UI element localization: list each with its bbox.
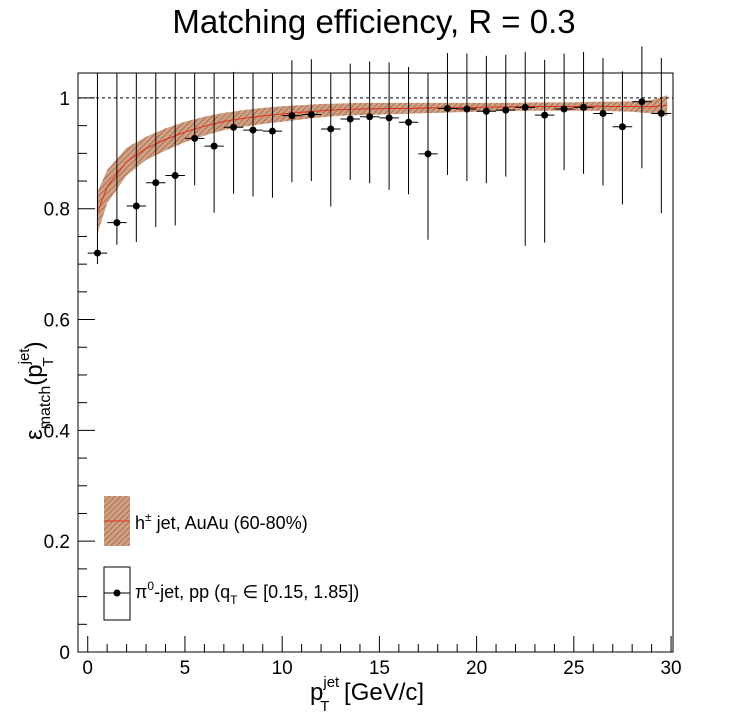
data-point-group xyxy=(321,73,341,207)
x-tick-label: 0 xyxy=(82,658,93,679)
data-point-group xyxy=(593,58,613,186)
data-point-group xyxy=(457,53,477,182)
data-point xyxy=(152,179,160,187)
chart-title: Matching efficiency, R = 0.3 xyxy=(172,3,575,40)
data-point xyxy=(171,172,179,180)
data-point-group xyxy=(496,54,516,177)
data-point xyxy=(249,126,257,134)
data-point xyxy=(327,125,335,133)
y-tick-label: 0.6 xyxy=(44,311,70,332)
y-axis: 0 0.2 0.4 0.6 0.8 1 xyxy=(44,89,95,664)
x-tick-label: 20 xyxy=(466,658,487,679)
data-point-group xyxy=(126,73,147,242)
y-tick-label: 0.4 xyxy=(44,421,71,442)
data-point-group xyxy=(340,63,360,180)
data-point-group xyxy=(359,61,380,184)
data-point xyxy=(113,219,121,227)
data-point xyxy=(288,112,296,120)
data-point-group xyxy=(418,73,438,240)
data-point-group xyxy=(87,73,108,265)
data-point-group xyxy=(184,73,205,186)
data-point-group xyxy=(554,53,574,170)
x-axis: 0 5 10 15 20 25 30 xyxy=(82,636,682,679)
y-tick-label: 1 xyxy=(59,89,70,110)
data-point-group xyxy=(573,51,594,174)
data-point-group xyxy=(107,73,127,245)
data-point xyxy=(580,103,588,111)
data-point xyxy=(657,109,665,117)
data-point xyxy=(132,202,140,210)
data-point xyxy=(307,111,315,119)
data-point-group xyxy=(165,73,185,226)
data-point xyxy=(521,103,529,111)
data-point xyxy=(366,113,374,121)
band-layer xyxy=(96,95,668,234)
data-point xyxy=(424,150,432,158)
x-tick-label: 10 xyxy=(272,658,293,679)
data-point xyxy=(191,134,199,142)
data-point xyxy=(638,98,646,106)
y-axis-label: εmatch(pjet T) xyxy=(16,341,57,440)
data-point xyxy=(385,114,393,122)
band-area xyxy=(97,95,668,234)
data-point-group xyxy=(515,51,535,246)
legend-label-points: π0-jet, pp (qT ∈ [0.15, 1.85]) xyxy=(135,579,359,607)
data-point-group xyxy=(223,71,244,194)
y-tick-label: 0.8 xyxy=(44,200,70,221)
data-point-group xyxy=(437,53,458,175)
data-point xyxy=(443,104,451,112)
data-point xyxy=(268,127,276,135)
data-point-group xyxy=(398,66,419,195)
data-point-group xyxy=(204,73,224,213)
data-point-group xyxy=(612,71,633,205)
x-tick-label: 15 xyxy=(369,658,390,679)
legend-swatch-points-marker xyxy=(113,589,121,597)
data-point xyxy=(210,142,218,150)
data-point xyxy=(346,115,354,123)
data-point-group xyxy=(243,73,263,197)
data-point-group xyxy=(651,58,672,214)
plot-frame xyxy=(77,72,674,653)
x-axis-label: pjet T [GeV/c] xyxy=(310,674,424,715)
data-point xyxy=(405,118,413,126)
data-point xyxy=(541,111,549,119)
x-tick-label: 25 xyxy=(563,658,584,679)
data-point xyxy=(599,109,607,117)
data-point xyxy=(482,107,490,115)
data-point-group xyxy=(282,60,302,183)
legend-label-band: h± jet, AuAu (60-80%) xyxy=(135,510,308,533)
data-point-group xyxy=(632,46,652,169)
points-layer xyxy=(87,46,672,265)
legend-entry-points: π0-jet, pp (qT ∈ [0.15, 1.85]) xyxy=(103,566,359,621)
y-tick-label: 0 xyxy=(59,643,70,664)
legend-entry-band: h± jet, AuAu (60-80%) xyxy=(104,496,308,546)
data-point xyxy=(93,249,101,257)
legend: h± jet, AuAu (60-80%) π0-jet, pp (qT ∈ [… xyxy=(103,496,359,621)
data-point-group xyxy=(146,73,166,228)
y-tick-label: 0.2 xyxy=(44,532,70,553)
data-point-group xyxy=(301,59,322,182)
data-point xyxy=(618,123,626,131)
data-point xyxy=(502,106,510,114)
data-point-group xyxy=(476,55,497,184)
data-point xyxy=(560,105,568,113)
data-point-group xyxy=(379,62,399,190)
data-point-group xyxy=(262,73,283,198)
band-center-line xyxy=(96,104,668,214)
x-tick-label: 30 xyxy=(660,658,681,679)
data-point xyxy=(463,105,471,113)
data-point-group xyxy=(534,59,555,243)
data-point xyxy=(230,123,238,131)
x-tick-label: 5 xyxy=(180,658,191,679)
